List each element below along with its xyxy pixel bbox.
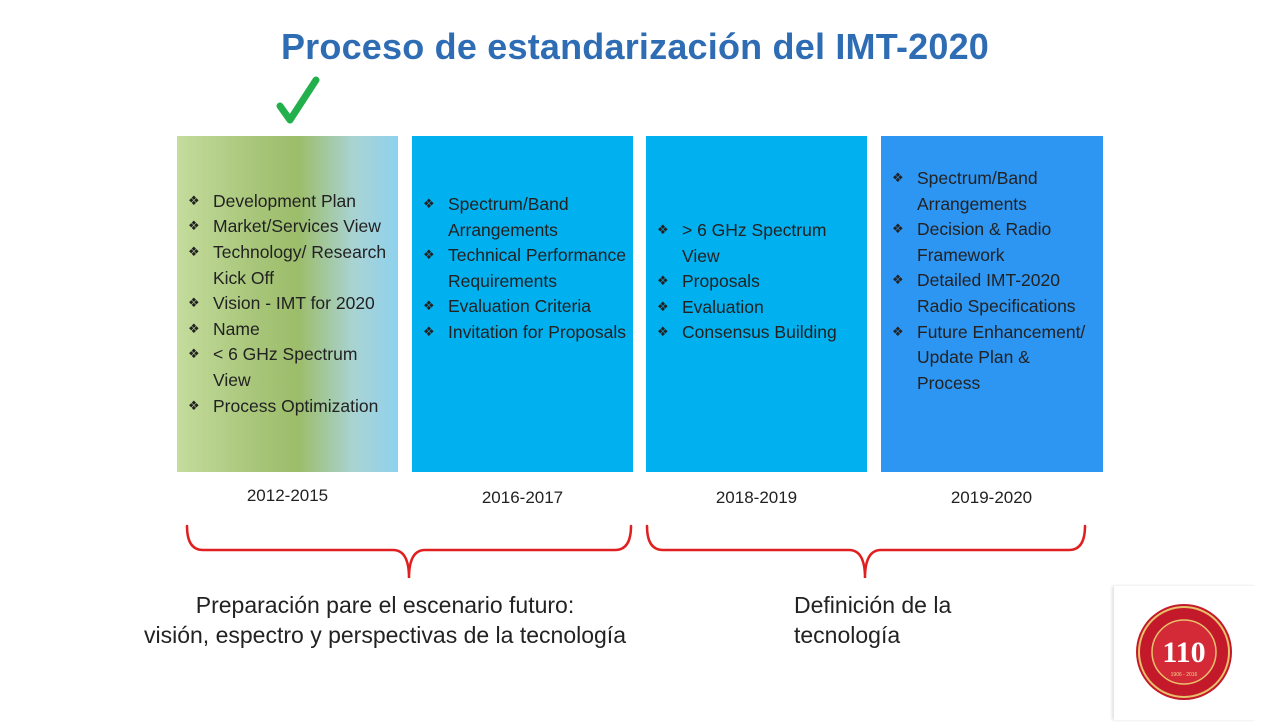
list-item: Consensus Building [656,320,861,346]
list-item: Detailed IMT-2020 Radio Specifications [891,268,1097,319]
phase-items-list: Development Plan Market/Services View Te… [187,189,392,419]
caption-line: Definición de la [794,592,952,618]
definition-caption: Definición de la tecnología [794,590,1034,650]
phase-items-list: Spectrum/Band Arrangements Decision & Ra… [891,166,1097,396]
period-label: 2016-2017 [481,488,564,507]
anniversary-logo-panel: 110 1906 - 2016 [1114,586,1256,720]
phase-items-list: > 6 GHz Spectrum View Proposals Evaluati… [656,218,861,346]
caption-line: Preparación pare el escenario futuro: [195,592,575,618]
list-item: Proposals [656,269,861,295]
phase-items-list: Spectrum/Band Arrangements Technical Per… [422,192,627,346]
list-item: Spectrum/Band Arrangements [891,166,1097,217]
list-item: Process Optimization [187,394,392,420]
period-label: 2018-2019 [715,488,798,507]
list-item: Name [187,317,392,343]
itu-110-anniversary-logo: 110 1906 - 2016 [1136,604,1232,700]
list-item: Development Plan [187,189,392,215]
slide-title: Proceso de estandarización del IMT-2020 [280,26,990,67]
phase-box-2018-2019: > 6 GHz Spectrum View Proposals Evaluati… [646,136,867,472]
list-item: Evaluation Criteria [422,294,627,320]
list-item: Market/Services View [187,214,392,240]
phase-box-2012-2015: Development Plan Market/Services View Te… [177,136,398,472]
phase-box-2019-2020: Spectrum/Band Arrangements Decision & Ra… [881,136,1103,472]
list-item: Decision & Radio Framework [891,217,1097,268]
preparation-caption: Preparación pare el escenario futuro: vi… [90,590,680,650]
caption-line: tecnología [794,622,901,648]
list-item: Evaluation [656,295,861,321]
list-item: Invitation for Proposals [422,320,627,346]
phase-box-2016-2017: Spectrum/Band Arrangements Technical Per… [412,136,633,472]
list-item: Technology/ Research Kick Off [187,240,392,291]
list-item: Spectrum/Band Arrangements [422,192,627,243]
right-brace [645,524,1087,579]
list-item: Vision - IMT for 2020 [187,291,392,317]
list-item: < 6 GHz Spectrum View [187,342,392,393]
list-item: Technical Performance Requirements [422,243,627,294]
period-label: 2012-2015 [246,486,329,505]
list-item: > 6 GHz Spectrum View [656,218,861,269]
period-label: 2019-2020 [950,488,1033,507]
list-item: Future Enhancement/ Update Plan & Proces… [891,320,1097,397]
caption-line: visión, espectro y perspectivas de la te… [144,622,626,648]
left-brace [185,524,633,579]
logo-years: 1906 - 2016 [1171,672,1198,678]
checkmark-icon [276,76,320,124]
logo-number: 110 [1162,636,1205,669]
